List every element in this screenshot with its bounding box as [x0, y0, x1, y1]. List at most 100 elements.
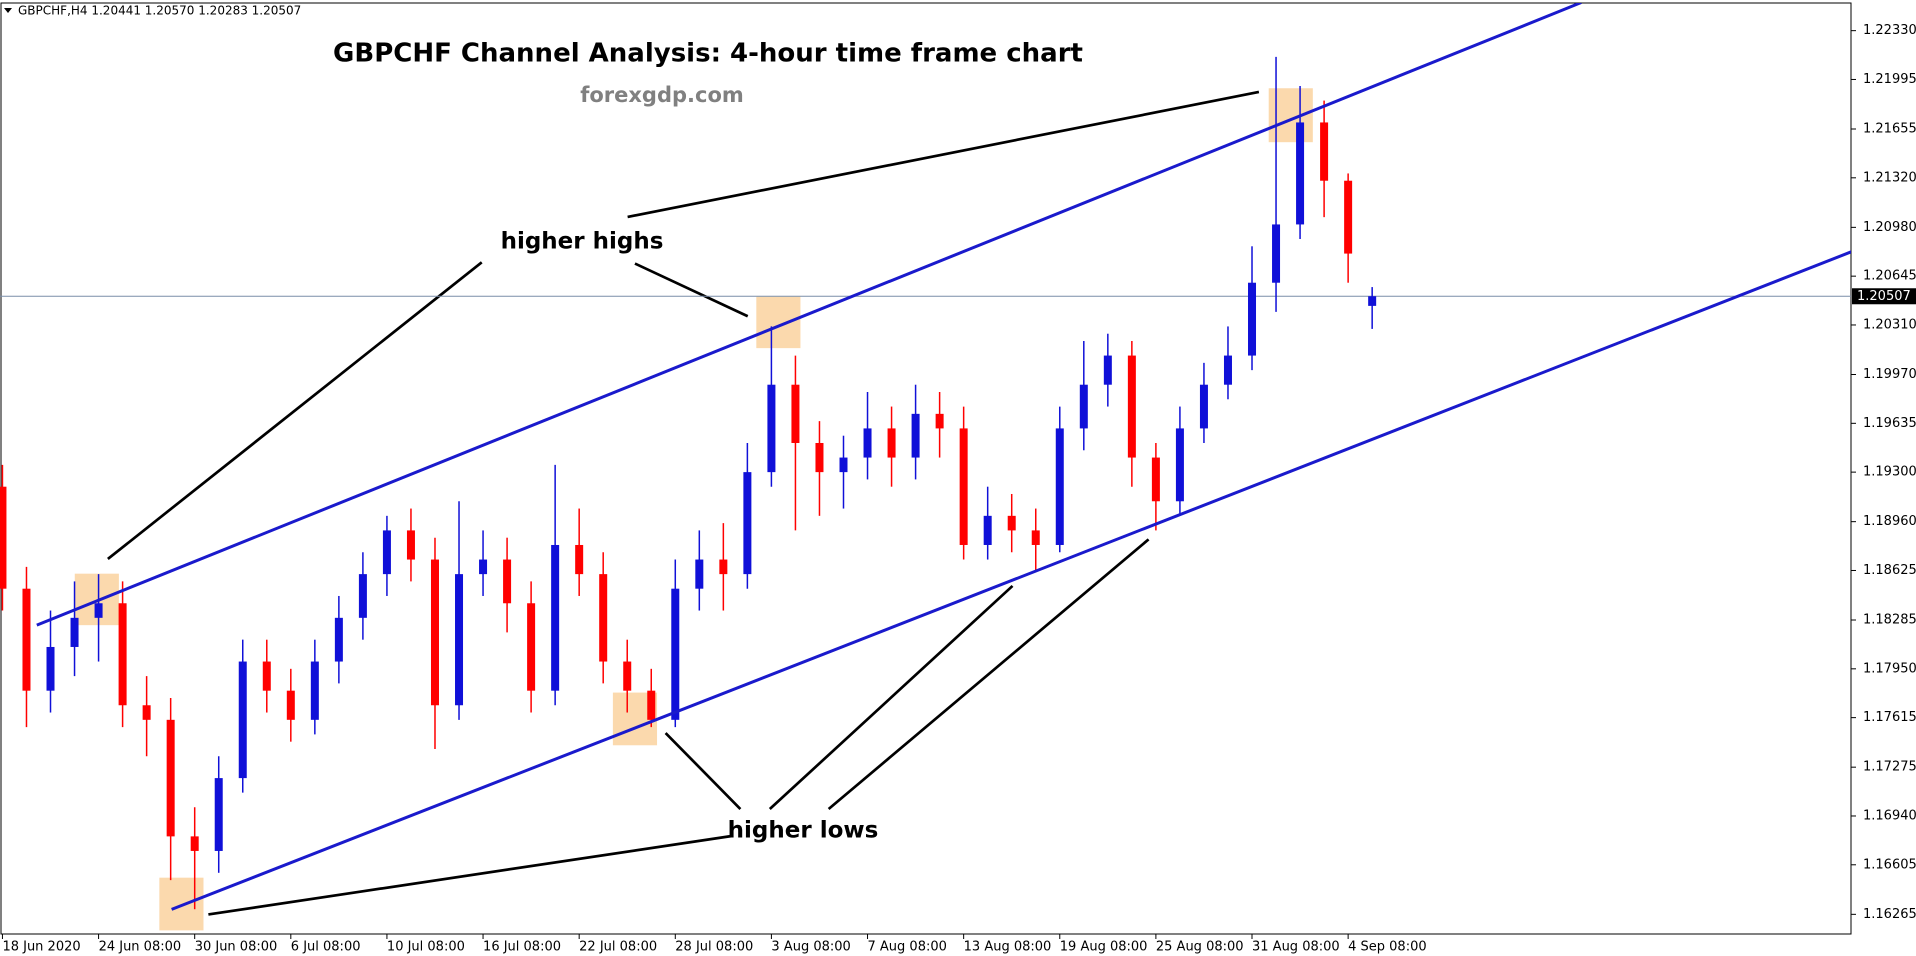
candle-body — [1031, 530, 1040, 545]
x-tick-label: 3 Aug 08:00 — [771, 940, 850, 955]
x-tick-label: 7 Aug 08:00 — [868, 940, 947, 955]
candle-body — [1320, 122, 1329, 181]
x-tick-label: 30 Jun 08:00 — [195, 940, 278, 955]
y-tick-label: 1.20310 — [1863, 317, 1916, 332]
candle-body — [1151, 457, 1160, 502]
annotation: higher highs — [501, 229, 664, 255]
candle-body — [358, 574, 367, 618]
highlight-box — [756, 296, 801, 349]
y-tick-label: 1.18960 — [1863, 514, 1916, 529]
candle-body — [1199, 384, 1208, 429]
pointer-line — [827, 538, 1150, 811]
candle-body — [118, 603, 127, 706]
subtitle: forexgdp.com — [580, 83, 744, 107]
x-tick-label: 6 Jul 08:00 — [291, 940, 361, 955]
candle-body — [1055, 428, 1064, 545]
pointer-line — [627, 90, 1260, 219]
candle-body — [935, 413, 944, 429]
candle-body — [911, 413, 920, 458]
candle-body — [430, 559, 439, 706]
x-tick-label: 16 Jul 08:00 — [483, 940, 561, 955]
candle-body — [647, 690, 656, 720]
x-tick-label: 4 Sep 08:00 — [1348, 940, 1427, 955]
y-tick-label: 1.20645 — [1863, 269, 1916, 284]
candle-body — [791, 384, 800, 443]
x-tick-label: 19 Aug 08:00 — [1060, 940, 1148, 955]
x-tick-label: 10 Jul 08:00 — [387, 940, 465, 955]
x-tick-label: 13 Aug 08:00 — [964, 940, 1052, 955]
candle-body — [743, 472, 752, 575]
candle-body — [1007, 515, 1016, 531]
candle-body — [479, 559, 488, 575]
candle-body — [959, 428, 968, 545]
candle-body — [310, 661, 319, 720]
pointer-line — [208, 834, 733, 916]
annotation: higher lows — [728, 818, 879, 844]
candle-body — [767, 384, 776, 473]
y-tick-label: 1.17950 — [1863, 661, 1916, 676]
x-tick-label: 31 Aug 08:00 — [1252, 940, 1340, 955]
y-tick-label: 1.21655 — [1863, 122, 1916, 137]
candle-body — [334, 617, 343, 662]
candle-body — [623, 661, 632, 691]
candle-body — [575, 544, 584, 575]
pointer-line — [634, 262, 749, 318]
candle-body — [815, 442, 824, 473]
plot — [0, 3, 1851, 911]
pointer-line — [107, 261, 483, 561]
candle-body — [1296, 122, 1305, 225]
y-tick-label: 1.19300 — [1863, 465, 1916, 480]
candle-body — [1272, 224, 1281, 283]
x-tick-label: 18 Jun 2020 — [2, 940, 80, 955]
candle-body — [503, 559, 512, 604]
candle-body — [22, 588, 31, 691]
y-tick-label: 1.21320 — [1863, 170, 1916, 185]
candle-body — [695, 559, 704, 589]
chart-title: GBPCHF Channel Analysis: 4-hour time fra… — [333, 39, 1083, 69]
y-tick-label: 1.19970 — [1863, 367, 1916, 382]
candle-body — [671, 588, 680, 720]
y-tick-label: 1.19635 — [1863, 416, 1916, 431]
pointer-line — [768, 584, 1014, 811]
candle-body — [0, 486, 7, 589]
candle-body — [863, 428, 872, 458]
pointer-line — [664, 732, 742, 810]
y-tick-label: 1.16605 — [1863, 857, 1916, 872]
candle-body — [1103, 355, 1112, 385]
y-tick-label: 1.17615 — [1863, 710, 1916, 725]
candle-body — [190, 836, 199, 851]
candle-body — [214, 778, 223, 851]
menu-icon — [4, 8, 12, 13]
y-tick-label: 1.21995 — [1863, 72, 1916, 87]
candle-body — [599, 574, 608, 662]
candle-body — [1344, 180, 1353, 254]
channel-line — [36, 3, 1582, 627]
y-tick-label: 1.18625 — [1863, 563, 1916, 578]
candle-body — [142, 705, 151, 720]
plot-frame — [0, 2, 1852, 935]
candle-body — [551, 544, 560, 691]
candle-body — [887, 428, 896, 458]
price-tag — [1852, 288, 1916, 305]
candle-body — [238, 661, 247, 779]
candle-body — [94, 603, 103, 618]
y-tick-label: 1.16940 — [1863, 808, 1916, 823]
candle-body — [166, 719, 175, 837]
candle-body — [527, 603, 536, 691]
candle-body — [1079, 384, 1088, 429]
candle-body — [382, 530, 391, 575]
highlights — [74, 88, 1313, 931]
y-tick-label: 1.16265 — [1863, 907, 1916, 922]
candle-body — [983, 515, 992, 545]
candle-body — [1248, 282, 1257, 356]
candle-body — [406, 530, 415, 560]
candle-body — [1368, 296, 1377, 306]
annotation-layer — [74, 88, 1313, 931]
candle-body — [455, 574, 464, 706]
candle-body — [70, 617, 79, 647]
y-tick-label: 1.22330 — [1863, 23, 1916, 38]
candle-body — [1175, 428, 1184, 502]
candle-body — [719, 559, 728, 575]
y-tick-label: 1.20980 — [1863, 220, 1916, 235]
